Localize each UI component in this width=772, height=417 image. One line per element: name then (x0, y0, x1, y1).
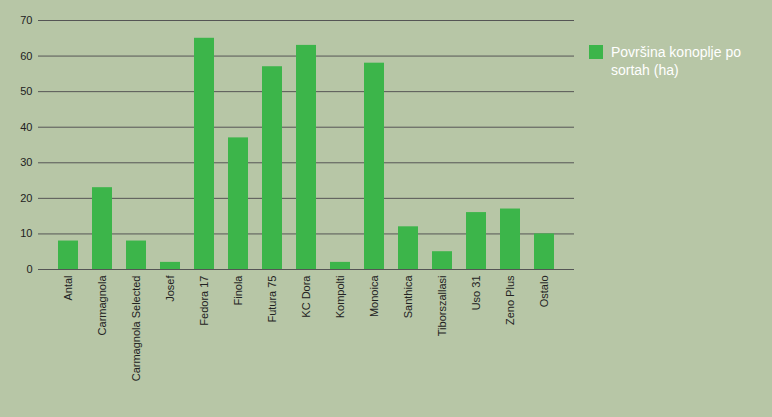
svg-text:10: 10 (20, 227, 32, 239)
svg-text:Zeno Plus: Zeno Plus (504, 275, 516, 325)
svg-text:70: 70 (20, 14, 32, 26)
svg-text:Tiborszallasi: Tiborszallasi (436, 276, 448, 337)
svg-text:Carmagnola: Carmagnola (96, 275, 108, 336)
svg-text:KC Dora: KC Dora (300, 275, 312, 318)
svg-text:50: 50 (20, 85, 32, 97)
svg-text:Monoica: Monoica (368, 275, 380, 317)
svg-text:Carmagnola Selected: Carmagnola Selected (130, 276, 142, 382)
svg-text:Futura 75: Futura 75 (266, 276, 278, 323)
html-text:Površina konoplje po sortah (h: Površina konoplje po sortah (ha) (611, 44, 741, 78)
svg-text:Kompolti: Kompolti (334, 276, 346, 319)
svg-text:Ostalo: Ostalo (538, 276, 550, 308)
svg-text:Fedora 17: Fedora 17 (198, 276, 210, 326)
svg-text:Finola: Finola (232, 275, 244, 306)
svg-text:Uso 31: Uso 31 (470, 276, 482, 311)
svg-text:30: 30 (20, 156, 32, 168)
svg-text:Santhica: Santhica (402, 275, 414, 319)
svg-text:0: 0 (26, 263, 32, 275)
svg-text:Antal: Antal (62, 276, 74, 301)
svg-text:Josef: Josef (164, 275, 176, 302)
svg-text:40: 40 (20, 121, 32, 133)
svg-text:20: 20 (20, 192, 32, 204)
svg-text:60: 60 (20, 50, 32, 62)
